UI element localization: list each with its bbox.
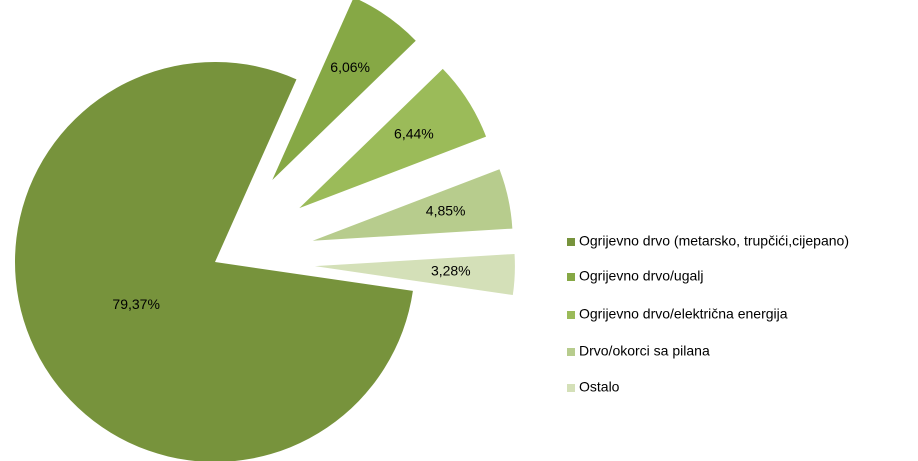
legend-label: Drvo/okorci sa pilana <box>579 343 710 359</box>
pie-slice <box>299 68 487 209</box>
slice-label: 6,06% <box>330 59 370 75</box>
slice-label: 79,37% <box>112 296 159 312</box>
pie-slice <box>314 253 515 296</box>
legend-swatch <box>567 311 575 319</box>
legend-label: Ogrijevno drvo (metarsko, trupčići,cijep… <box>579 233 849 249</box>
pie-slice <box>272 0 416 181</box>
slice-label: 4,85% <box>426 203 466 219</box>
legend-label: Ostalo <box>579 379 620 395</box>
legend-swatch <box>567 238 575 246</box>
legend-label: Ogrijevno drvo/ugalj <box>579 268 704 284</box>
pie-slice <box>312 169 513 241</box>
slice-label: 6,44% <box>394 126 434 142</box>
slice-label: 3,28% <box>431 263 471 279</box>
pie-slice <box>15 62 413 461</box>
legend-swatch <box>567 348 575 356</box>
legend-swatch <box>567 273 575 281</box>
legend-swatch <box>567 384 575 392</box>
legend-label: Ogrijevno drvo/električna energija <box>579 306 788 322</box>
